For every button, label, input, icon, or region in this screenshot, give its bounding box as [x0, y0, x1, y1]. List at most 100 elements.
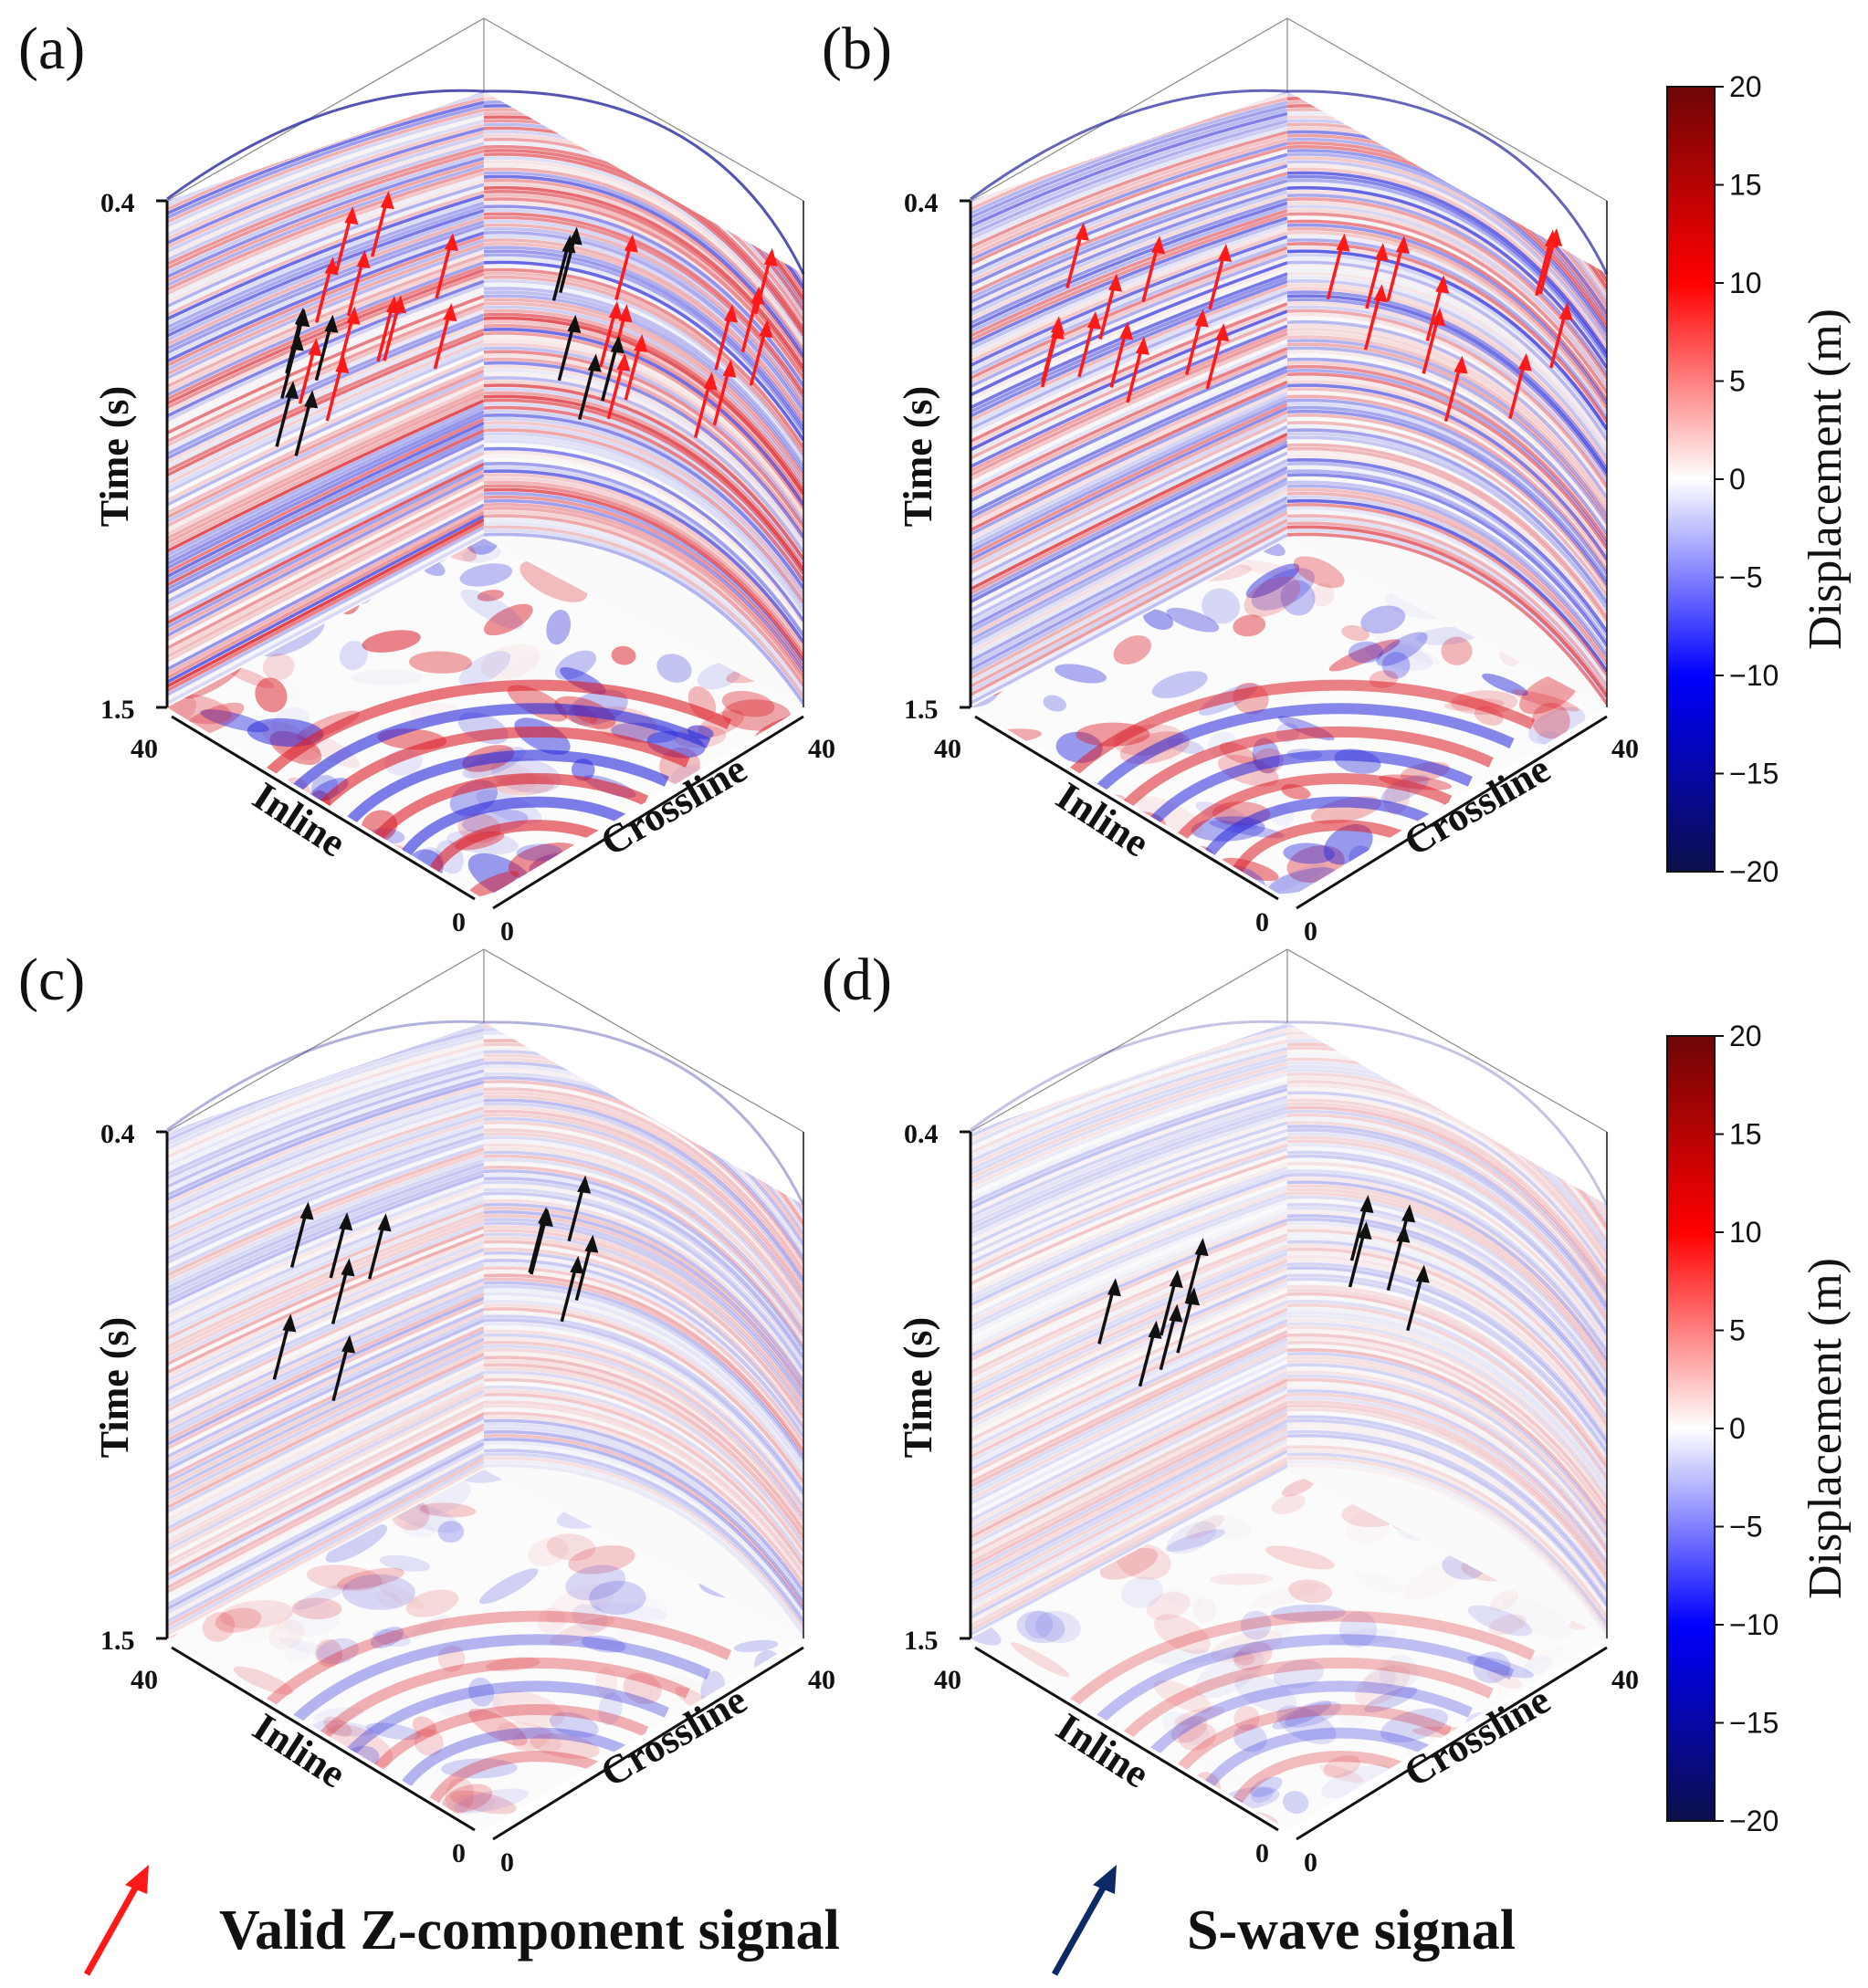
red-arrow-icon — [298, 338, 322, 404]
trace-stripe — [971, 462, 1287, 625]
trace-stripe — [1287, 473, 1607, 647]
slice-blob — [589, 1580, 646, 1616]
trace-stripe — [484, 1366, 803, 1543]
trace-stripe — [1287, 1348, 1607, 1524]
slice-blob — [656, 654, 692, 683]
colorbar-tick: 10 — [1729, 1216, 1762, 1249]
trace-stripe — [1287, 1325, 1607, 1502]
slice-blob — [721, 699, 792, 731]
trace-stripe — [484, 1188, 803, 1369]
trace-stripe — [167, 141, 484, 262]
trace-stripe — [971, 1393, 1287, 1556]
trace-stripe — [484, 521, 803, 695]
trace-stripe — [1287, 204, 1607, 387]
trace-stripe — [484, 364, 803, 542]
red-arrow-icon — [714, 304, 739, 371]
slice-blob — [371, 1627, 404, 1649]
trace-stripe — [1287, 466, 1607, 640]
trace-stripe — [484, 331, 803, 510]
frame-edge — [483, 17, 804, 202]
slice-blob — [722, 882, 787, 899]
slice-blob — [437, 1645, 466, 1672]
slice-blob — [1174, 1706, 1225, 1726]
colorbar-tick: 0 — [1729, 1412, 1746, 1445]
slice-blob — [1024, 1610, 1054, 1639]
trace-stripe — [167, 436, 484, 595]
trace-stripe — [971, 1441, 1287, 1611]
trace-stripe — [1287, 342, 1607, 521]
trace-stripe — [971, 1210, 1287, 1349]
trace-stripe — [167, 1237, 484, 1378]
trace-stripe — [167, 1449, 484, 1619]
trace-stripe — [971, 1099, 1287, 1222]
trace-stripe — [971, 1430, 1287, 1598]
colorbar-tick: 5 — [1729, 1314, 1746, 1347]
trace-stripe — [167, 1110, 484, 1235]
crossline-tick: 40 — [808, 1665, 835, 1695]
trace-stripe — [167, 417, 484, 574]
trace-stripe — [971, 477, 1287, 642]
trace-stripe — [971, 1278, 1287, 1425]
trace-stripe — [167, 1173, 484, 1307]
slice-blob — [1233, 614, 1266, 637]
trace-stripe — [1287, 432, 1607, 608]
colorbar-gradient — [1666, 1035, 1716, 1822]
trace-stripe — [971, 108, 1287, 224]
trace-stripe — [1287, 182, 1607, 365]
slice-blob — [1415, 626, 1478, 645]
slice-blob — [1433, 874, 1505, 899]
trace-stripe — [971, 469, 1287, 633]
slice-blob — [325, 1524, 388, 1563]
black-arrow-icon — [1348, 1221, 1372, 1288]
trace-stripe — [484, 1281, 803, 1460]
trace-stripe — [167, 469, 484, 633]
trace-stripe — [167, 1457, 484, 1627]
slice-blob — [478, 1568, 539, 1605]
trace-stripe — [484, 432, 803, 608]
black-arrow-icon — [1160, 1270, 1183, 1336]
trace-stripe — [167, 335, 484, 481]
trace-stripe — [971, 1311, 1287, 1463]
trace-stripe — [167, 1199, 484, 1336]
trace-stripe — [1287, 212, 1607, 394]
trace-stripe — [1287, 1292, 1607, 1470]
trace-stripe — [484, 1400, 803, 1575]
trace-stripe — [167, 1121, 484, 1248]
slice-blob — [1482, 673, 1528, 696]
time-tick: 1.5 — [904, 695, 939, 725]
trace-stripe — [167, 1404, 484, 1568]
trace-stripe — [167, 369, 484, 519]
slice-blob — [175, 783, 205, 814]
first-arrival — [970, 1020, 1609, 1206]
trace-stripe — [971, 1135, 1287, 1264]
trace-stripe — [167, 451, 484, 612]
slice-blob — [316, 1637, 360, 1665]
first-arrival — [166, 89, 805, 275]
trace-stripe — [1287, 1173, 1607, 1355]
red-arrow-icon — [1363, 284, 1388, 351]
slice-blob — [462, 545, 502, 563]
trace-stripe — [971, 1139, 1287, 1269]
trace-stripe — [1287, 491, 1607, 665]
slice-blob — [1348, 641, 1384, 664]
trace-stripe — [971, 283, 1287, 423]
slice-blob — [408, 651, 473, 674]
slice-blob — [1112, 1814, 1149, 1830]
slice-blob — [1535, 823, 1599, 843]
slice-blob — [744, 1780, 803, 1818]
trace-stripe — [971, 261, 1287, 397]
trace-stripe — [484, 1388, 803, 1564]
slice-blob — [291, 1597, 342, 1620]
trace-stripe — [1287, 1150, 1607, 1333]
trace-stripe — [167, 1155, 484, 1286]
slice-blob — [341, 1574, 415, 1610]
trace-stripe — [1287, 1128, 1607, 1311]
trace-stripe — [971, 1218, 1287, 1357]
trace-stripe — [1287, 1247, 1607, 1427]
slice-blob — [528, 1537, 569, 1567]
axes — [156, 199, 804, 910]
trace-stripe — [971, 276, 1287, 413]
